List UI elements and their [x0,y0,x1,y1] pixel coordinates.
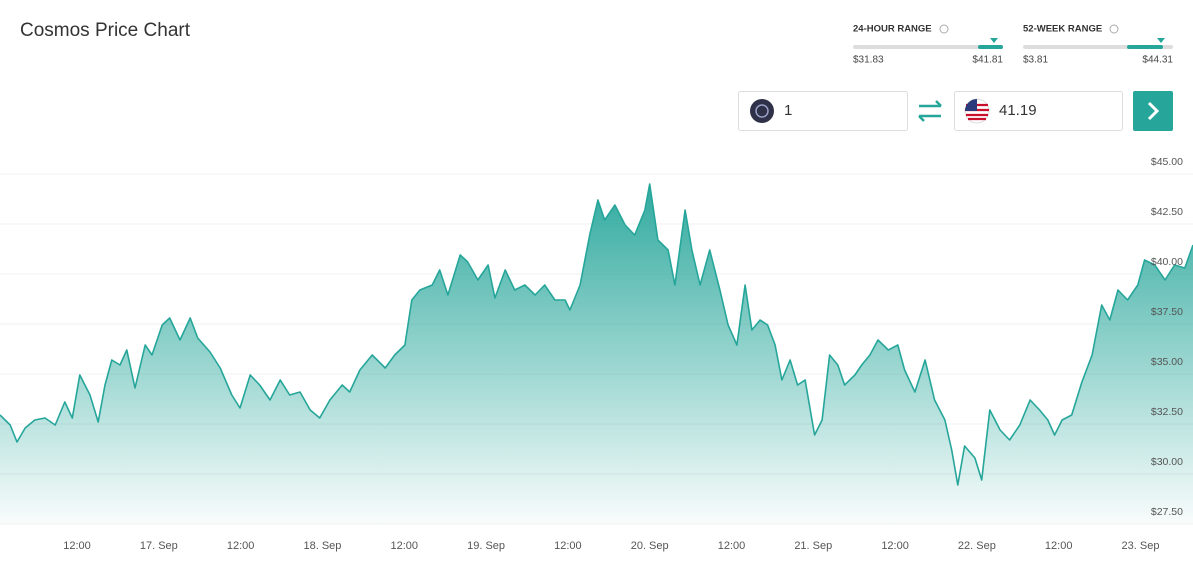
range-label: 52-WEEK RANGE [1023,24,1102,35]
y-tick-label: $40.00 [1151,256,1183,268]
range-24h: 24-HOUR RANGE $31.83 $41.81 [853,24,1003,66]
title: Cosmos Price Chart [20,20,191,41]
x-tick-label: 12:00 [227,540,255,552]
help-icon[interactable] [939,24,949,34]
y-tick-label: $35.00 [1151,356,1183,368]
x-tick-label: 19. Sep [467,540,505,552]
coin-icon [750,99,774,123]
help-icon[interactable] [1109,24,1119,34]
range-marker [1157,38,1165,43]
x-tick-label: 12:00 [1045,540,1073,552]
area-fill [0,184,1193,524]
x-tick-label: 18. Sep [303,540,341,552]
range-fill [978,45,1003,49]
flag-icon [964,98,990,124]
x-tick-label: 12:00 [63,540,91,552]
x-tick-label: 12:00 [881,540,909,552]
from-input[interactable] [738,91,908,131]
x-tick-label: 12:00 [554,540,582,552]
range-label: 24-HOUR RANGE [853,24,932,35]
y-tick-label: $30.00 [1151,456,1183,468]
convert-button[interactable] [1133,91,1173,131]
range-fill [1127,45,1163,49]
range-52w: 52-WEEK RANGE $3.81 $44.31 [1023,24,1173,66]
range-track [853,45,1003,49]
y-tick-label: $32.50 [1151,406,1183,418]
coin-icon-ring [755,104,769,118]
x-tick-label: 20. Sep [631,540,669,552]
chart: $27.50 $30.00 $32.50 $35.00 $37.50 $40.00 $42.… [0,156,1193,552]
from-amount: 1 [784,102,792,119]
y-tick-label: $42.50 [1151,206,1183,218]
price-line [0,183,1193,486]
x-tick-label: 23. Sep [1122,540,1160,552]
y-tick-label: $45.00 [1151,156,1183,168]
x-tick-label: 22. Sep [958,540,996,552]
range-marker [990,38,998,43]
x-tick-label: 12:00 [390,540,418,552]
swap-icon[interactable] [918,100,942,122]
to-amount: 41.19 [999,102,1037,119]
range-low: $3.81 [1023,55,1048,66]
range-low: $31.83 [853,55,884,66]
range-high: $41.81 [972,55,1003,66]
to-input[interactable] [954,91,1123,131]
x-tick-label: 17. Sep [140,540,178,552]
chevron-icon [1147,101,1160,121]
x-tick-label: 21. Sep [794,540,832,552]
y-tick-label: $27.50 [1151,506,1183,518]
range-high: $44.31 [1142,55,1173,66]
x-tick-label: 12:00 [718,540,746,552]
y-tick-label: $37.50 [1151,306,1183,318]
